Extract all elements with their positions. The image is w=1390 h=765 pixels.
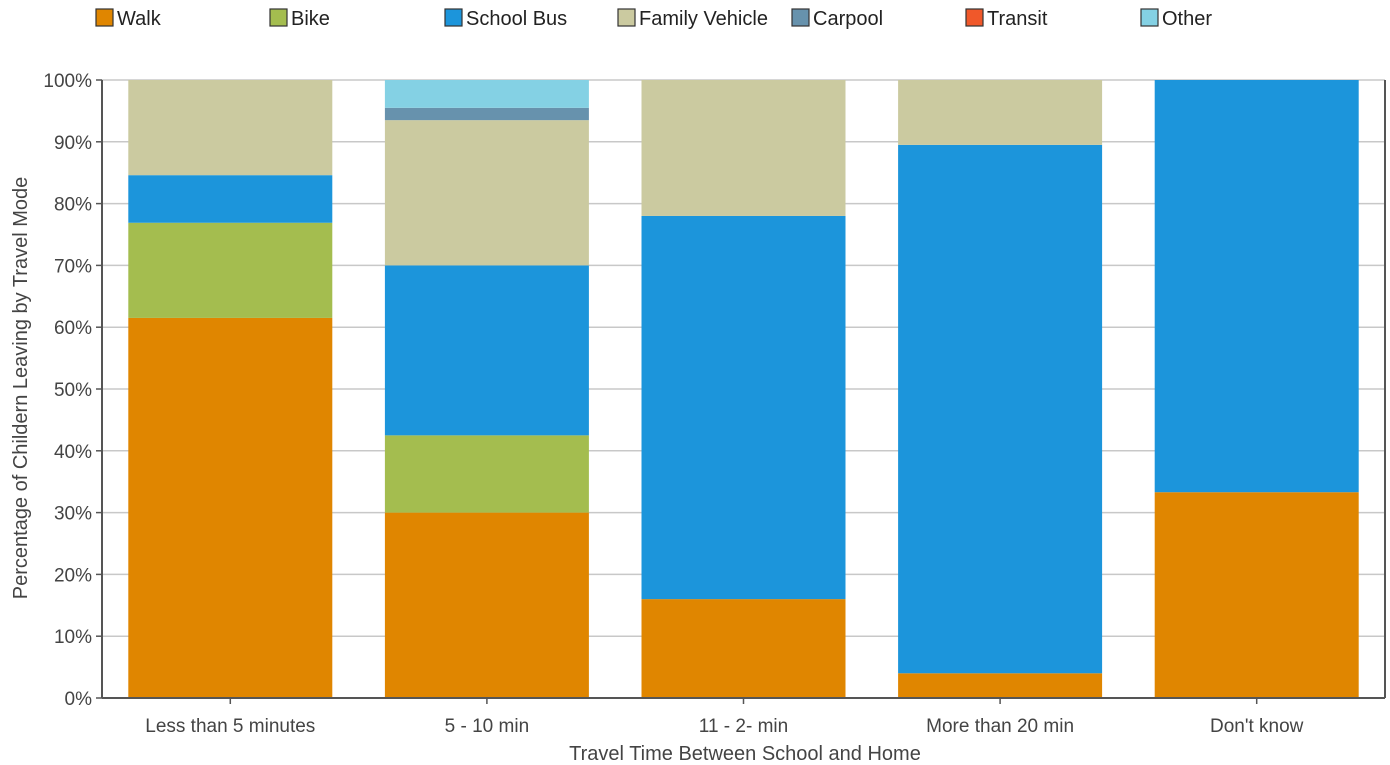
legend-item-bike: Bike [269, 8, 330, 30]
x-tick-label: Don't know [1210, 716, 1304, 737]
legend-swatch [269, 8, 288, 27]
y-tick-label: 0% [65, 689, 93, 710]
y-tick-label: 90% [54, 133, 92, 154]
y-tick-label: 10% [54, 627, 92, 648]
y-tick-label: 70% [54, 256, 92, 277]
legend-item-walk: Walk [95, 8, 162, 30]
bar-segment-walk [384, 512, 589, 698]
bar-segment-walk [641, 599, 846, 698]
legend-swatch [617, 8, 636, 27]
x-tick-label: Less than 5 minutes [145, 716, 315, 737]
legend-swatch [95, 8, 114, 27]
legend-label: School Bus [466, 8, 567, 30]
legend-item-family-vehicle: Family Vehicle [617, 8, 768, 30]
legend-label: Other [1162, 8, 1212, 30]
bar-segment-walk [1154, 492, 1359, 698]
legend-label: Family Vehicle [639, 8, 768, 30]
legend-label: Walk [117, 8, 162, 30]
bar-segment-school-bus [384, 265, 589, 436]
legend-label: Bike [291, 8, 330, 30]
x-tick-label: More than 20 min [926, 716, 1074, 737]
legend-item-carpool: Carpool [791, 8, 883, 30]
y-tick-label: 30% [54, 504, 92, 525]
legend-swatch [965, 8, 984, 27]
legend-swatch [791, 8, 810, 27]
bar-segment-family-vehicle [898, 80, 1103, 145]
legend-label: Transit [987, 8, 1048, 30]
bar-segment-school-bus [898, 144, 1103, 674]
legend-item-school-bus: School Bus [444, 8, 567, 30]
y-axis-title: Percentage of Childern Leaving by Travel… [10, 177, 32, 599]
bar-segment-carpool [384, 107, 589, 121]
bar-segment-family-vehicle [384, 120, 589, 266]
y-tick-label: 100% [43, 71, 92, 92]
bar-segment-walk [128, 317, 333, 698]
bar-segment-family-vehicle [128, 80, 333, 176]
x-axis-ticks: Less than 5 minutes 5 - 10 min 11 - 2- min… [145, 698, 1304, 737]
bar-segment-walk [898, 673, 1103, 698]
x-tick-label: 5 - 10 min [445, 716, 529, 737]
bar-segment-other [384, 80, 589, 108]
y-tick-label: 20% [54, 565, 92, 586]
bar-segment-school-bus [128, 175, 333, 223]
legend-item-transit: Transit [965, 8, 1048, 30]
legend-swatch [1140, 8, 1159, 27]
bar-segment-bike [128, 222, 333, 318]
y-axis-ticks: 0% 10% 20% 30% 40% 50% 60% 70% 80% 90% 100% [43, 71, 102, 710]
legend-item-other: Other [1140, 8, 1212, 30]
x-tick-label: 11 - 2- min [699, 716, 788, 737]
bar-segment-bike [384, 435, 589, 513]
legend-swatch [444, 8, 463, 27]
legend: Walk Bike School Bus Family Vehicle Carpool T… [95, 8, 1212, 30]
bar-segment-school-bus [641, 215, 846, 600]
y-tick-label: 60% [54, 318, 92, 339]
y-tick-label: 80% [54, 195, 92, 216]
bars [128, 80, 1359, 698]
y-tick-label: 40% [54, 442, 92, 463]
bar-segment-family-vehicle [641, 80, 846, 216]
x-axis-title: Travel Time Between School and Home [569, 743, 921, 765]
y-tick-label: 50% [54, 380, 92, 401]
legend-label: Carpool [813, 8, 883, 30]
bar-segment-school-bus [1154, 80, 1359, 493]
